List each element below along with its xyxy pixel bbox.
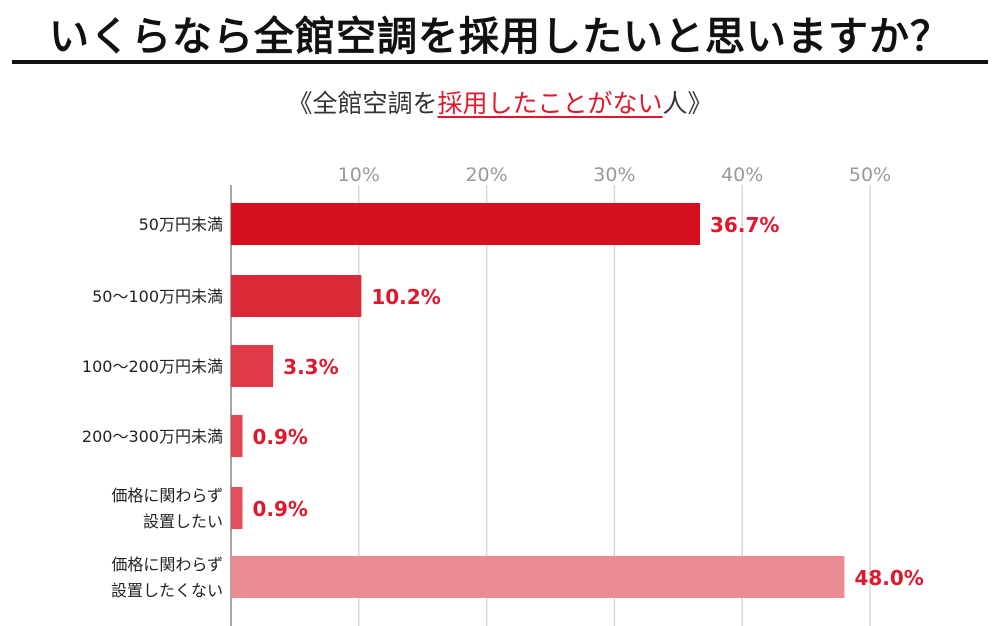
bar [231,203,700,245]
tick-label: 50% [849,164,891,186]
tick-label: 20% [465,164,507,186]
category-label: 100〜200万円未満 [82,357,223,376]
bar [231,415,243,457]
value-label: 48.0% [854,566,923,590]
value-label: 3.3% [283,355,338,379]
tick-label: 30% [593,164,635,186]
category-label: 価格に関わらず [111,486,223,505]
value-label: 10.2% [371,285,440,309]
value-label: 36.7% [710,213,779,237]
bar [231,487,243,529]
category-label: 200〜300万円未満 [82,427,223,446]
category-label: 50〜100万円未満 [92,287,223,306]
tick-label: 40% [721,164,763,186]
value-label: 0.9% [253,425,308,449]
category-label: 設置したい [143,512,223,531]
tick-label: 10% [338,164,380,186]
bar [231,275,361,317]
category-label: 価格に関わらず [111,555,223,574]
category-label: 50万円未満 [139,215,223,234]
category-label: 設置したくない [111,581,223,600]
bar [231,556,844,598]
value-label: 0.9% [253,497,308,521]
bar [231,345,273,387]
